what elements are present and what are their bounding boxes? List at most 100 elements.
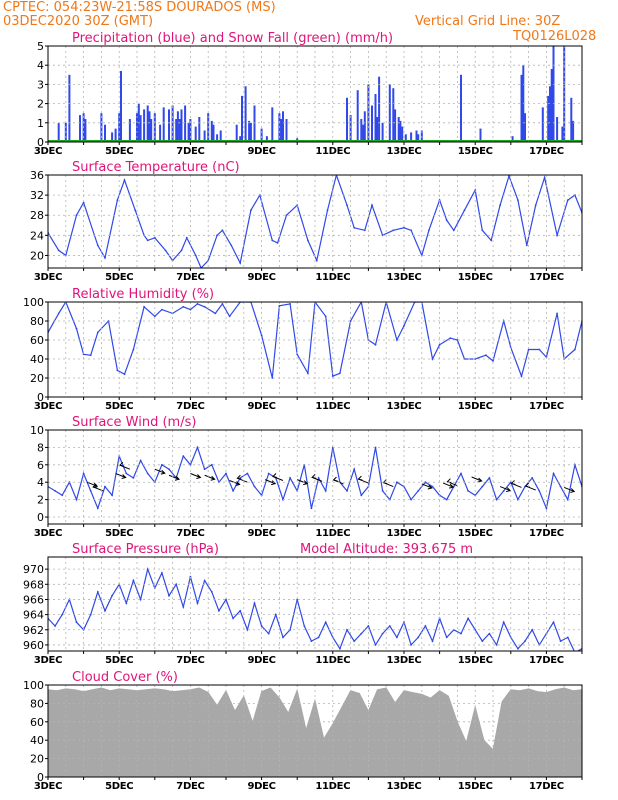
rh-data-point [196,303,199,305]
temp-data-point [566,199,569,202]
x-tick-label: 15DEC [458,781,493,792]
y-tick-label: 4 [37,59,44,72]
wind-data-point [146,472,149,475]
wind-data-point [246,472,249,475]
precipitation-bar [148,111,151,142]
pres-data-point [168,594,170,597]
pres-data-point [232,617,235,620]
wind-series-line [48,445,582,511]
wind-data-point [346,490,348,492]
wind-data-point [139,459,142,462]
precipitation-bar [198,117,201,142]
x-tick-label: 15DEC [458,655,493,666]
wind-arrow-head [92,483,98,489]
precipitation-bar [104,124,106,142]
precipitation-bar [235,124,238,142]
precipitation-bar [552,46,555,142]
temp-data-point [481,229,484,232]
pres-data-point [303,625,306,627]
precipitation-bar [146,105,149,142]
precipitation-bar [143,109,146,142]
precipitation-bar [410,132,413,142]
rh-title: Relative Humidity (%) [72,287,214,302]
y-tick-label: 40 [30,734,44,747]
rh-data-point [339,372,341,375]
precipitation-bar [388,84,391,142]
precipitation-bar [550,69,553,142]
pres-data-point [203,579,206,582]
pres-data-point [474,628,477,631]
rh-data-point [189,308,192,311]
x-tick-label: 11DEC [315,272,350,283]
x-tick-label: 9DEC [247,528,275,539]
pres-data-point [175,583,178,586]
pres-data-point [460,632,462,635]
wind-arrow-head [357,475,363,481]
wind-arrow-head [271,473,278,478]
precipitation-bar [524,113,526,142]
cloud-marks [48,687,582,777]
y-tick-label: 20 [30,372,44,385]
pres-data-point [239,609,242,612]
y-tick-label: 36 [30,169,44,182]
wind-data-point [75,498,78,501]
precipitation-bar [271,107,274,142]
x-tick-label: 5DEC [105,401,133,412]
rh-data-point [289,303,291,305]
temp-data-point [371,204,373,207]
pres-data-point [360,632,363,635]
cloud-title: Cloud Cover (%) [72,670,178,685]
rh-data-point [307,372,309,375]
rh-data-point [82,353,85,356]
temp-data-point [116,199,119,202]
precipitation-bar [175,119,178,142]
precipitation-bar [128,119,131,142]
precipitation-bar [180,109,183,142]
precipitation-bar [570,97,573,142]
temp-data-point [326,209,329,212]
rh-data-point [228,315,231,318]
wind-arrow-head [303,480,309,486]
precipitation-bar [114,128,117,142]
precipitation-bar [248,120,251,142]
rh-data-point [260,334,263,337]
pres-data-point [139,598,142,601]
pres-marks [48,567,582,651]
wind-direction-arrow [190,473,201,478]
pres-data-point [559,640,562,642]
precipitation-bar [159,124,162,142]
temp-data-point [534,204,537,207]
rh-data-point [374,343,377,346]
rh-panel: 0 20 40 60 80 100 3DEC 5DEC 7DEC 9DEC 11DEC 13DEC 15… [23,287,583,412]
wind-arrow-head [505,487,512,493]
precipitation-bar [511,136,514,142]
temp-data-point [315,259,318,262]
precipitation-bar [376,117,379,142]
wind-data-point [445,498,448,501]
pres-data-point [388,625,391,627]
wind-title: Surface Wind (m/s) [72,415,196,430]
temp-data-point [346,204,348,207]
y-tick-label: 960 [23,639,44,652]
x-tick-label: 17DEC [529,781,564,792]
precipitation-bar [460,74,462,142]
wind-direction-arrow [204,474,215,480]
precipitation-bar [171,105,174,142]
temp-data-point [499,204,501,207]
precipitation-bar [260,128,263,142]
temp-data-point [428,229,430,232]
pres-data-point [274,613,277,616]
x-tick-label: 5DEC [105,146,133,157]
temp-data-point [134,209,137,212]
temp-data-point [410,229,412,232]
wind-arrow-head [271,480,277,486]
temp-data-point [363,229,366,232]
x-tick-label: 5DEC [105,528,133,539]
precipitation-bar [401,126,404,142]
wind-data-point [89,490,92,492]
x-tick-label: 17DEC [529,272,564,283]
x-tick-label: 11DEC [315,528,350,539]
precipitation-bar [79,115,81,142]
temp-data-point [164,249,167,252]
rh-data-point [538,348,541,351]
